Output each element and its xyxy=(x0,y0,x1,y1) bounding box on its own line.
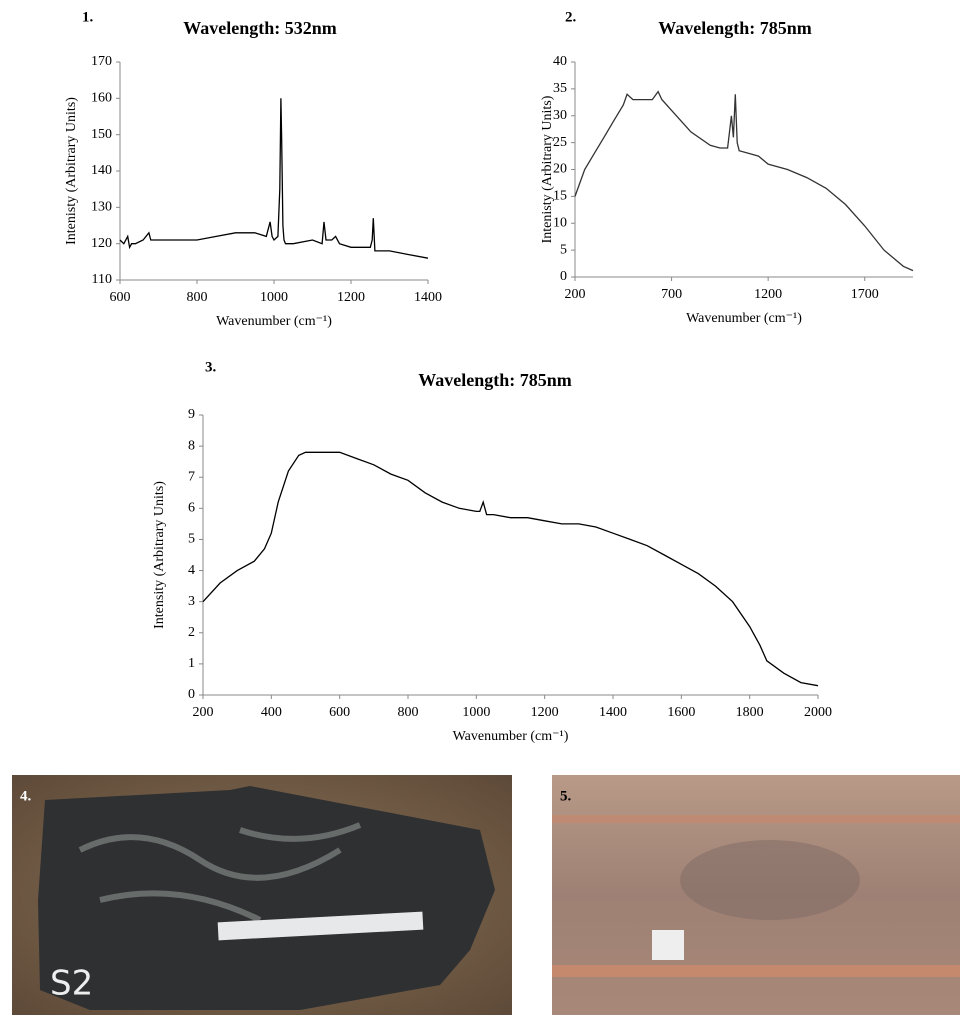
sample-mark: S2 xyxy=(50,964,93,1004)
y-tick-label: 120 xyxy=(91,236,112,251)
y-axis-label: Intensity (Arbitrary Units) xyxy=(152,481,167,629)
spectrum-line xyxy=(202,451,819,687)
x-tick-label: 1200 xyxy=(754,287,782,302)
x-tick-label: 200 xyxy=(193,705,214,720)
x-tick-label: 400 xyxy=(261,705,282,720)
x-tick-label: 200 xyxy=(565,287,586,302)
x-tick-label: 800 xyxy=(187,290,208,305)
y-tick-label: 4 xyxy=(188,563,195,578)
rock-veins xyxy=(78,822,362,923)
spectrum-line xyxy=(119,98,429,259)
shadow xyxy=(680,840,860,920)
y-tick-label: 7 xyxy=(188,469,195,484)
y-axis-label: Intenisty (Arbitrary Units) xyxy=(64,97,79,245)
y-tick-label: 5 xyxy=(560,242,567,257)
y-tick-label: 140 xyxy=(91,163,112,178)
band xyxy=(552,965,960,977)
x-tick-label: 1800 xyxy=(736,705,764,720)
scale-card xyxy=(652,930,684,960)
y-tick-label: 110 xyxy=(92,272,112,287)
chart-title: Wavelength: 785nm xyxy=(418,370,572,390)
y-tick-label: 150 xyxy=(91,127,112,142)
photo-4: S2 4. xyxy=(12,775,512,1015)
x-tick-label: 700 xyxy=(661,287,682,302)
x-tick-label: 1400 xyxy=(599,705,627,720)
y-tick-label: 2 xyxy=(188,625,195,640)
x-tick-label: 1600 xyxy=(667,705,695,720)
panel-label: 4. xyxy=(20,788,32,804)
ruler xyxy=(217,911,424,941)
chart: 2. Wavelength: 785nm 0 5 10 15 20 25 30 35 40 200 70… xyxy=(540,9,914,326)
y-tick-label: 10 xyxy=(553,215,567,230)
y-tick-label: 8 xyxy=(188,438,195,453)
x-axis-label: Wavenumber (cm⁻¹) xyxy=(216,314,332,329)
x-tick-label: 1000 xyxy=(462,705,490,720)
y-tick-label: 40 xyxy=(553,54,567,69)
chart-title: Wavelength: 532nm xyxy=(183,18,337,38)
x-tick-label: 1200 xyxy=(531,705,559,720)
y-tick-label: 35 xyxy=(553,81,567,96)
y-tick-label: 30 xyxy=(553,108,567,123)
y-tick-label: 170 xyxy=(91,54,112,69)
y-tick-label: 0 xyxy=(560,269,567,284)
photo-5: 5. xyxy=(552,775,960,1015)
panel-label: 5. xyxy=(560,788,572,804)
y-tick-label: 6 xyxy=(188,501,195,516)
band xyxy=(552,815,960,823)
x-tick-label: 600 xyxy=(329,705,350,720)
x-tick-label: 1200 xyxy=(337,290,365,305)
y-tick-label: 15 xyxy=(553,189,567,204)
y-tick-label: 1 xyxy=(188,656,195,671)
chart-title: Wavelength: 785nm xyxy=(658,18,812,38)
x-tick-label: 1700 xyxy=(851,287,879,302)
y-tick-label: 3 xyxy=(188,594,195,609)
y-tick-label: 0 xyxy=(188,687,195,702)
x-tick-label: 800 xyxy=(398,705,419,720)
panel-label: 1. xyxy=(82,9,94,25)
y-tick-label: 9 xyxy=(188,407,195,422)
x-axis-label: Wavenumber (cm⁻¹) xyxy=(686,311,802,326)
x-tick-label: 2000 xyxy=(804,705,832,720)
x-tick-label: 1000 xyxy=(260,290,288,305)
chart: 1. Wavelength: 532nm 110 120 130 140 150 160 170… xyxy=(64,9,442,329)
x-axis-label: Wavenumber (cm⁻¹) xyxy=(453,729,569,744)
y-tick-label: 20 xyxy=(553,162,567,177)
y-tick-label: 5 xyxy=(188,532,195,547)
x-tick-label: 600 xyxy=(110,290,131,305)
spectrum-line xyxy=(574,90,914,272)
y-tick-label: 25 xyxy=(553,135,567,150)
panel-label: 2. xyxy=(565,9,577,25)
y-axis-label: Intenisty (Arbitrary Units) xyxy=(540,95,555,243)
x-tick-label: 1400 xyxy=(414,290,442,305)
panel-label: 3. xyxy=(205,359,217,375)
y-tick-label: 160 xyxy=(91,91,112,106)
y-tick-label: 130 xyxy=(91,200,112,215)
chart: 3. Wavelength: 785nm 0 1 2 3 4 5 6 7 8 9 200 400 600 80… xyxy=(152,359,832,744)
